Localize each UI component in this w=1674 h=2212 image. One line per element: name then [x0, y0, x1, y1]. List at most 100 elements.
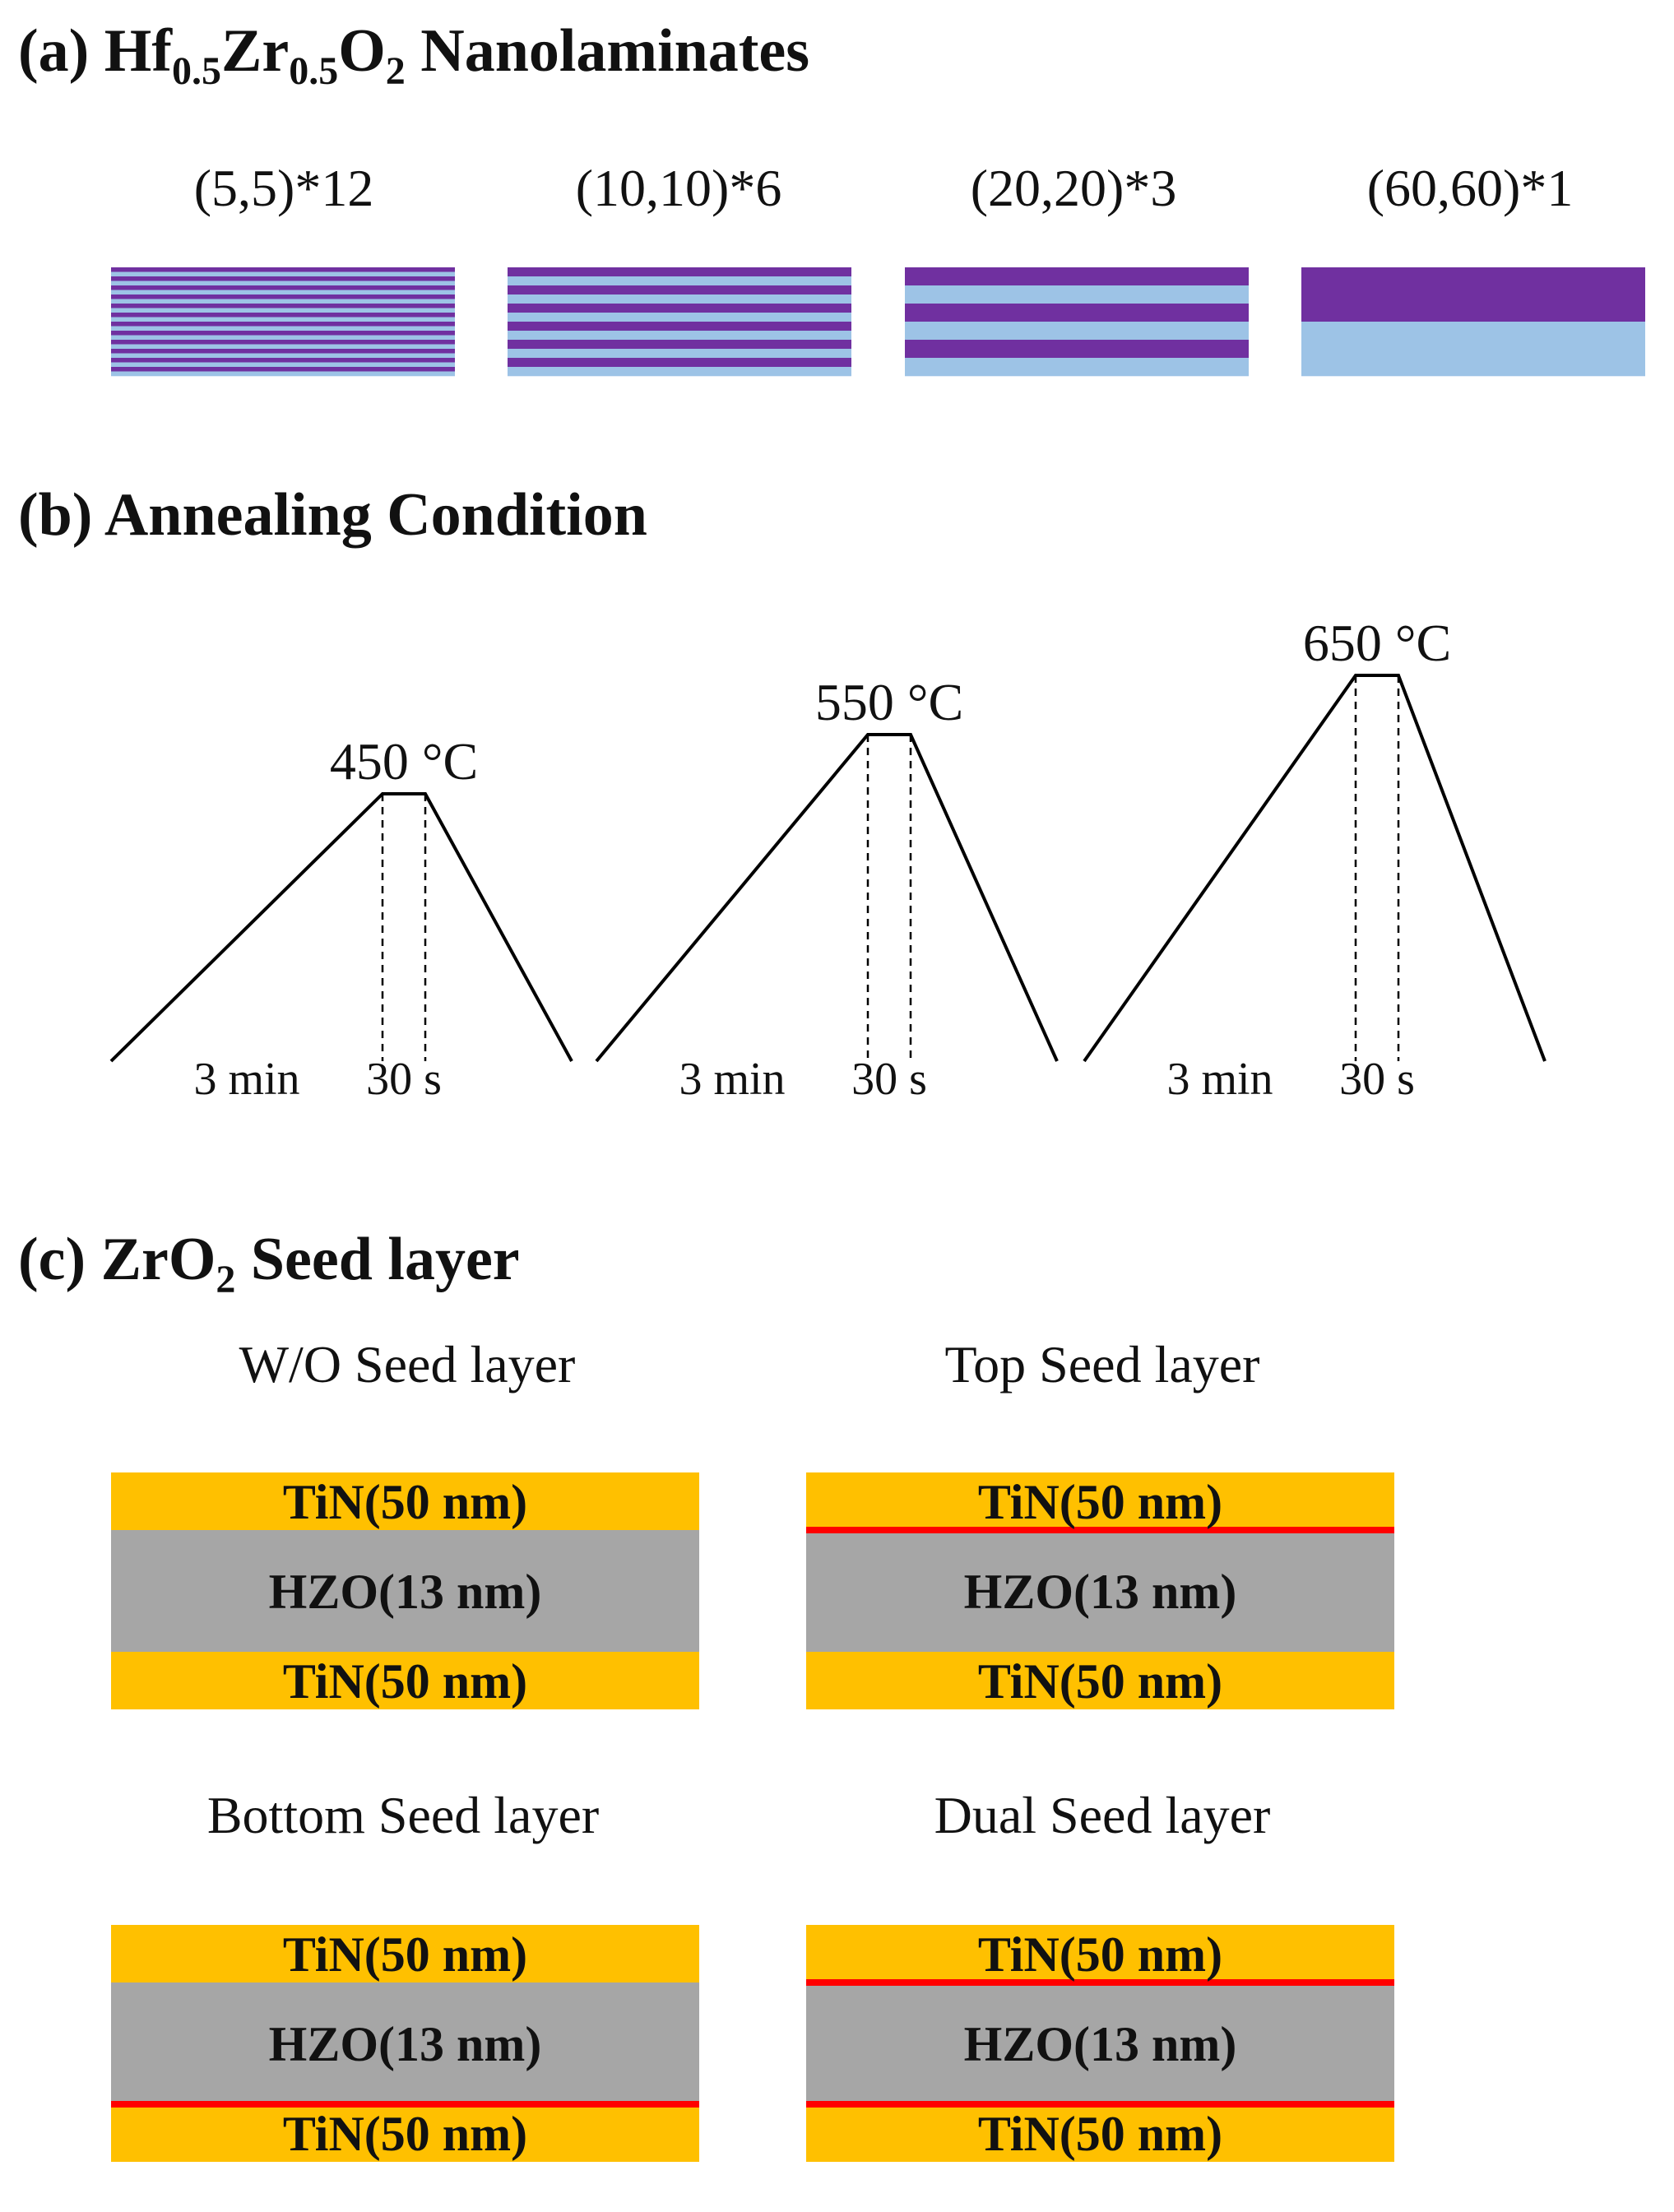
zro2-layer [1301, 322, 1645, 377]
bottom-electrode [806, 1652, 1394, 1709]
zro2-layer [111, 362, 455, 368]
top-electrode-label: TiN(50 nm) [978, 1927, 1222, 1982]
hfo2-layer [111, 331, 455, 336]
zro2-layer [111, 344, 455, 350]
stack-label: (5,5)*12 [194, 159, 374, 217]
hfo2-layer [508, 267, 851, 277]
zro2-layer [905, 358, 1249, 377]
bottom-electrode [111, 2104, 699, 2162]
hfo2-layer [1301, 267, 1645, 322]
hfo2-layer [111, 294, 455, 299]
top-electrode [806, 1472, 1394, 1530]
hfo2-layer [111, 304, 455, 308]
stack-1: (5,5)*12 [111, 159, 455, 377]
hfo2-layer [905, 267, 1249, 286]
hzo-label: HZO(13 nm) [269, 2017, 542, 2071]
bottom-electrode [111, 1652, 699, 1709]
hold-time-label: 30 s [1339, 1054, 1415, 1105]
hfo2-layer [508, 285, 851, 295]
ramp-time-label: 3 min [193, 1054, 299, 1105]
zro2-layer [508, 331, 851, 341]
bottom-electrode-label: TiN(50 nm) [283, 1654, 527, 1709]
hfo2-layer [508, 358, 851, 368]
panel-a-title-suffix: Nanolaminates [406, 17, 809, 85]
zro2-layer [111, 308, 455, 313]
anneal-profile-1: 450 °C 3 min 30 s [109, 732, 573, 1105]
panel-c-title-sub: 2 [216, 1258, 235, 1301]
zro2-layer [111, 371, 455, 377]
structure-1: W/O Seed layer TiN(50 nm) HZO(13 nm) TiN(50… [111, 1335, 699, 1709]
hfo2-layer [111, 358, 455, 363]
panel-a-title: (a) Hf0.5Zr0.5O2 Nanolaminates [18, 17, 809, 93]
stack-label: (60,60)*1 [1367, 159, 1574, 217]
top-electrode [806, 1925, 1394, 1982]
panel-b-title: (b) Annealing Condition [18, 481, 647, 549]
zro2-layer [905, 322, 1249, 341]
top-electrode-label: TiN(50 nm) [283, 1927, 527, 1982]
bottom-seed-layer [806, 2101, 1394, 2108]
zro2-layer [508, 349, 851, 359]
hfo2-layer [111, 367, 455, 372]
structure-label: Dual Seed layer [934, 1786, 1271, 1844]
zro2-layer [111, 299, 455, 304]
temperature-profile-line [595, 733, 1059, 1063]
anneal-profile-3: 650 °C 3 min 30 s [1083, 614, 1546, 1105]
zro2-layer [508, 294, 851, 304]
bottom-electrode-label: TiN(50 nm) [978, 1654, 1222, 1709]
hfo2-layer [905, 340, 1249, 359]
panel-c-title-suffix: Seed layer [235, 1226, 519, 1293]
bottom-electrode-label: TiN(50 nm) [978, 2107, 1222, 2161]
structure-2: Top Seed layer TiN(50 nm) HZO(13 nm) TiN(50… [806, 1335, 1394, 1709]
zro2-layer [111, 271, 455, 277]
top-electrode-label: TiN(50 nm) [978, 1475, 1222, 1529]
temperature-profile-line [109, 792, 573, 1063]
ramp-time-label: 3 min [679, 1054, 785, 1105]
zro2-layer [508, 276, 851, 286]
panel-a-title-sub3: 2 [386, 49, 406, 93]
panel-c-title-prefix: (c) ZrO [18, 1226, 216, 1293]
hfo2-layer [111, 349, 455, 354]
panel-c-title: (c) ZrO2 Seed layer [18, 1226, 520, 1301]
bottom-seed-layer [111, 2101, 699, 2108]
zro2-layer [111, 317, 455, 322]
structure-4: Dual Seed layer TiN(50 nm) HZO(13 nm) TiN(5… [806, 1786, 1394, 2162]
stack-4: (60,60)*1 [1301, 159, 1645, 377]
nanolaminate-stacks: (5,5)*12 (10,10)*6 (20,20)*3 (60,60)*1 [111, 159, 1645, 377]
top-electrode-label: TiN(50 nm) [283, 1475, 527, 1529]
top-seed-layer [806, 1527, 1394, 1533]
structure-label: Bottom Seed layer [207, 1786, 599, 1844]
hfo2-layer [111, 267, 455, 272]
stack-3: (20,20)*3 [905, 159, 1249, 377]
zro2-layer [111, 353, 455, 359]
hold-time-label: 30 s [851, 1054, 927, 1105]
peak-temperature-label: 450 °C [330, 732, 478, 791]
hzo-label: HZO(13 nm) [269, 1565, 542, 1619]
zro2-layer [905, 285, 1249, 304]
anneal-profile-2: 550 °C 3 min 30 s [595, 673, 1059, 1105]
structure-label: Top Seed layer [945, 1335, 1260, 1394]
zro2-layer [111, 326, 455, 332]
stack-label: (20,20)*3 [971, 159, 1177, 217]
zro2-layer [111, 335, 455, 341]
zro2-layer [111, 290, 455, 295]
stack-2: (10,10)*6 [508, 159, 851, 377]
hzo-layer [111, 1982, 699, 2104]
annealing-profiles: 450 °C 3 min 30 s 550 °C 3 min 30 s 650 °C 3 mi… [109, 614, 1546, 1105]
structure-label: W/O Seed layer [239, 1335, 576, 1394]
hfo2-layer [111, 276, 455, 281]
structure-3: Bottom Seed layer TiN(50 nm) HZO(13 nm) TiN… [111, 1786, 699, 2162]
hzo-layer [806, 1982, 1394, 2104]
hfo2-layer [111, 285, 455, 290]
seed-layer-structures: W/O Seed layer TiN(50 nm) HZO(13 nm) TiN(50… [111, 1335, 1394, 2162]
hfo2-layer [905, 304, 1249, 322]
panel-a-title-prefix: (a) Hf [18, 17, 173, 85]
top-electrode [111, 1925, 699, 1982]
hzo-layer [806, 1530, 1394, 1652]
bottom-electrode [806, 2104, 1394, 2162]
panel-a-title-sub2: 0.5 [289, 49, 338, 93]
hzo-label: HZO(13 nm) [964, 1565, 1237, 1619]
hfo2-layer [111, 340, 455, 345]
temperature-profile-line [1083, 674, 1546, 1063]
top-electrode [111, 1472, 699, 1530]
